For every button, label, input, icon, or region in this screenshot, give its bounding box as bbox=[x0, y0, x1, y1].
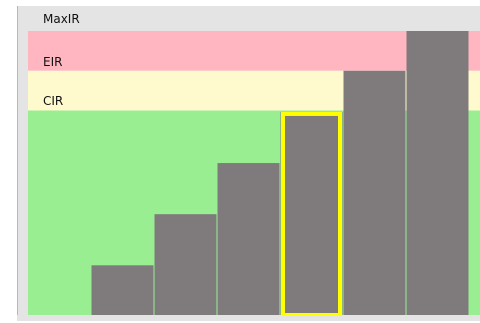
bar-4 bbox=[217, 163, 280, 315]
bar-6 bbox=[343, 70, 406, 315]
bar-5 bbox=[280, 111, 343, 315]
band-eir bbox=[28, 31, 480, 71]
bar-7 bbox=[406, 31, 469, 315]
plot-bottom-edge bbox=[17, 315, 480, 321]
band-label-cir: CIR bbox=[43, 94, 63, 108]
bar-2 bbox=[91, 265, 154, 315]
bar-3 bbox=[154, 214, 217, 315]
band-label-maxir: MaxIR bbox=[43, 12, 80, 26]
band-label-eir: EIR bbox=[43, 55, 62, 69]
